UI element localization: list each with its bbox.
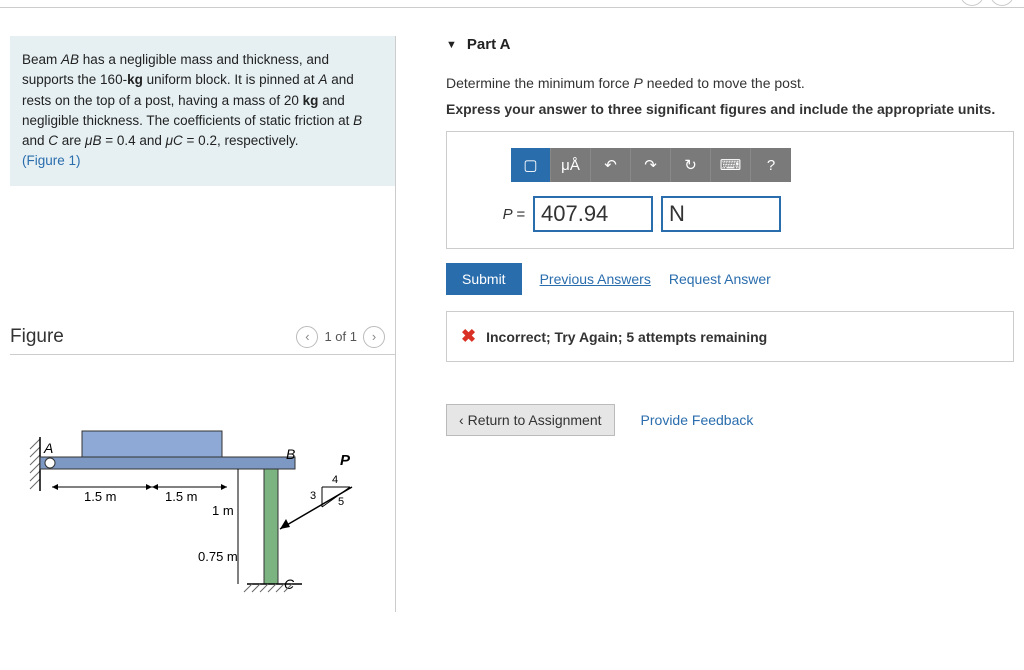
svg-text:A: A — [43, 440, 53, 456]
keyboard-icon[interactable]: ⌨ — [711, 148, 751, 182]
svg-text:1 m: 1 m — [212, 503, 234, 518]
request-answer-link[interactable]: Request Answer — [669, 271, 771, 287]
unit-input[interactable] — [661, 196, 781, 232]
progress-indicator: 0 of 0 — [921, 0, 954, 2]
return-button[interactable]: ‹ Return to Assignment — [446, 404, 615, 436]
part-label: Part A — [467, 36, 511, 53]
provide-feedback-link[interactable]: Provide Feedback — [641, 412, 754, 428]
svg-text:5: 5 — [338, 496, 344, 508]
value-input[interactable] — [533, 196, 653, 232]
answer-toolbar: ▢ μÅ ↶ ↷ ↻ ⌨ ? — [511, 148, 791, 182]
answer-box: ▢ μÅ ↶ ↷ ↻ ⌨ ? P = — [446, 131, 1014, 249]
svg-text:1.5 m: 1.5 m — [165, 489, 198, 504]
figure-title: Figure — [10, 326, 64, 348]
figure-diagram: A B C 1.5 m 1.5 m 1 m 0.75 m — [10, 409, 395, 612]
collapse-icon[interactable]: ▼ — [446, 39, 457, 51]
template-icon[interactable]: ▢ — [511, 148, 551, 182]
reset-icon[interactable]: ↻ — [671, 148, 711, 182]
part-prompt: Determine the minimum force P needed to … — [446, 75, 1014, 91]
answer-variable: P = — [495, 206, 525, 223]
figure-prev-button[interactable]: ‹ — [296, 326, 318, 348]
figure-next-button[interactable]: › — [363, 326, 385, 348]
undo-icon[interactable]: ↶ — [591, 148, 631, 182]
top-divider: 0 of 0 ‹ › — [0, 0, 1024, 8]
svg-text:0.75 m: 0.75 m — [198, 549, 238, 564]
figure-pager-text: 1 of 1 — [324, 329, 357, 344]
feedback-box: ✖ Incorrect; Try Again; 5 attempts remai… — [446, 311, 1014, 362]
submit-button[interactable]: Submit — [446, 263, 522, 295]
incorrect-icon: ✖ — [461, 326, 476, 347]
redo-icon[interactable]: ↷ — [631, 148, 671, 182]
svg-text:P: P — [340, 452, 351, 469]
part-instruction: Express your answer to three significant… — [446, 101, 1014, 117]
chevron-left-icon: ‹ — [459, 412, 464, 428]
figure-divider — [10, 354, 395, 355]
next-problem-button[interactable]: › — [990, 0, 1014, 6]
svg-text:4: 4 — [332, 474, 338, 486]
svg-text:B: B — [286, 446, 295, 462]
prev-problem-button[interactable]: ‹ — [960, 0, 984, 6]
svg-text:3: 3 — [310, 490, 316, 502]
problem-statement: Beam AB has a negligible mass and thickn… — [10, 36, 395, 186]
figure-link[interactable]: (Figure 1) — [22, 153, 81, 168]
feedback-text: Incorrect; Try Again; 5 attempts remaini… — [486, 329, 767, 345]
previous-answers-link[interactable]: Previous Answers — [540, 271, 651, 287]
svg-text:1.5 m: 1.5 m — [84, 489, 117, 504]
units-icon[interactable]: μÅ — [551, 148, 591, 182]
help-icon[interactable]: ? — [751, 148, 791, 182]
